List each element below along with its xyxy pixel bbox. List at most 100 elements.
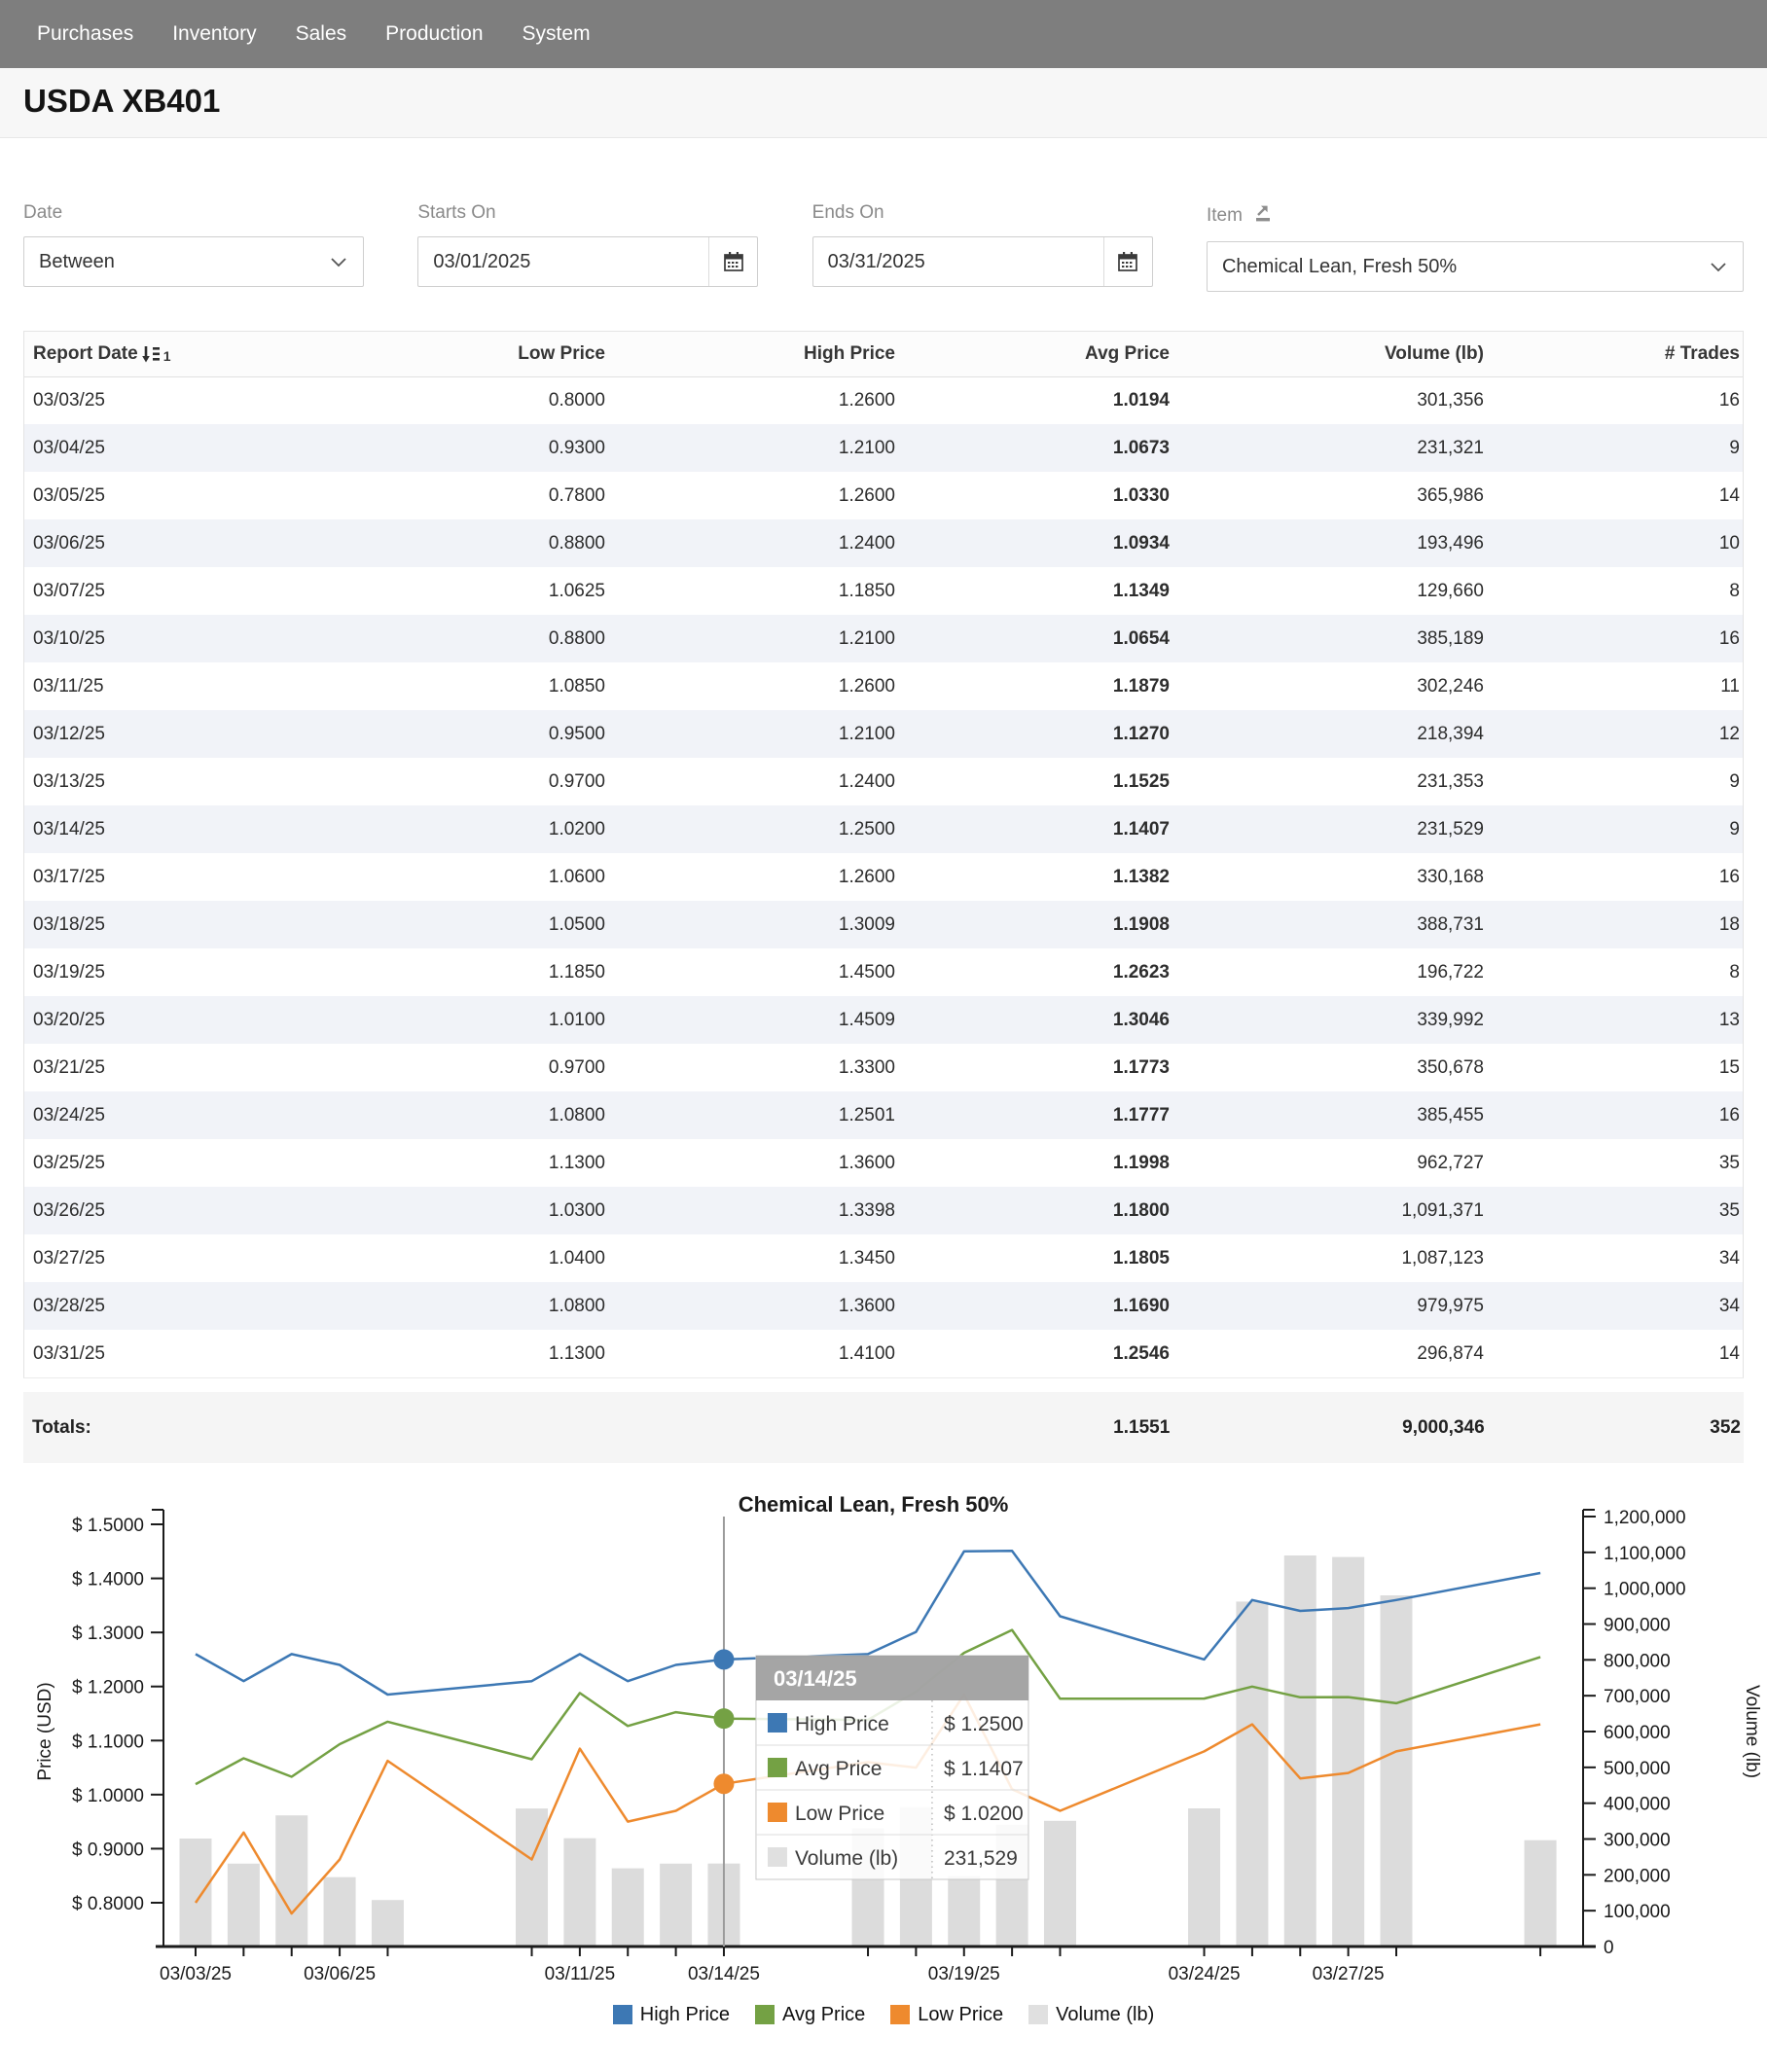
ends-on-calendar-button[interactable] [1102, 237, 1152, 286]
col-header-trades[interactable]: # Trades [1484, 332, 1743, 377]
cell: 9 [1729, 818, 1740, 840]
cell: 16 [1718, 866, 1740, 887]
nav-item-inventory[interactable]: Inventory [172, 22, 257, 45]
volume-bar [611, 1868, 644, 1947]
cell: 15 [1718, 1056, 1740, 1078]
cell: 1.3450 [838, 1247, 895, 1268]
right-tick-label: 1,100,000 [1604, 1544, 1686, 1564]
cell: 1.3398 [838, 1199, 895, 1221]
item-select-value: Chemical Lean, Fresh 50% [1221, 255, 1458, 277]
nav-item-production[interactable]: Production [385, 22, 484, 45]
cell: 1.0654 [1112, 627, 1170, 649]
cell: 218,394 [1417, 723, 1484, 744]
legend-item-low-price[interactable]: Low Price [890, 2004, 1003, 2026]
col-header-avg-price[interactable]: Avg Price [895, 332, 1170, 377]
cell: 1.1300 [548, 1152, 605, 1173]
nav-item-purchases[interactable]: Purchases [37, 22, 134, 45]
cell: 0.7800 [548, 484, 605, 506]
cell: 1.1382 [1112, 866, 1170, 887]
cell: 365,986 [1417, 484, 1484, 506]
starts-on-input[interactable]: 03/01/2025 [433, 250, 531, 272]
right-tick-label: 200,000 [1604, 1866, 1671, 1886]
legend-item-avg-price[interactable]: Avg Price [755, 2004, 865, 2026]
cell: 03/03/25 [33, 389, 105, 411]
cell: 14 [1718, 484, 1740, 506]
cell: 03/10/25 [33, 627, 105, 649]
cell: 1.1349 [1112, 580, 1170, 601]
cell: 03/04/25 [33, 437, 105, 458]
volume-bar [1188, 1808, 1221, 1947]
left-tick-label: $ 1.1000 [72, 1732, 144, 1752]
legend-item-high-price[interactable]: High Price [612, 2004, 730, 2026]
cell: 8 [1729, 580, 1740, 601]
cell: 1.3600 [838, 1295, 895, 1316]
col-header-low-price[interactable]: Low Price [316, 332, 605, 377]
ends-on-input[interactable]: 03/31/2025 [827, 250, 925, 272]
tooltip-label: High Price [795, 1713, 889, 1735]
table-row: 03/06/25 0.8800 1.2400 1.0934 193,496 10 [24, 519, 1743, 567]
cell: 231,353 [1417, 770, 1484, 792]
starts-on-calendar-button[interactable] [708, 237, 757, 286]
table-row: 03/10/25 0.8800 1.2100 1.0654 385,189 16 [24, 615, 1743, 662]
cell: 0.8800 [548, 532, 605, 554]
cell: 16 [1718, 1104, 1740, 1125]
chart-legend: High Price Avg Price Low Price Volume (lb) [0, 2001, 1767, 2028]
cell: 11 [1720, 675, 1740, 697]
left-tick-label: $ 1.3000 [72, 1624, 144, 1644]
cell: 1.4100 [838, 1342, 895, 1364]
cell: 1.0800 [548, 1104, 605, 1125]
filter-ends-on-label: Ends On [811, 202, 884, 223]
cell: 03/11/25 [33, 675, 104, 697]
right-tick-label: 600,000 [1604, 1723, 1671, 1743]
legend-item-volume-lb[interactable]: Volume (lb) [1028, 2004, 1154, 2026]
tooltip-date: 03/14/25 [774, 1666, 857, 1691]
volume-bar [179, 1839, 212, 1947]
cell: 1.0100 [548, 1009, 605, 1030]
table-header-row: Report Date 1 Low Price High Price Avg Price… [24, 332, 1743, 377]
right-axis: 1,200,000 1,100,000 1,000,000 900,000 800,00… [1583, 1508, 1762, 1958]
table-row: 03/14/25 1.0200 1.2500 1.1407 231,529 9 [24, 805, 1743, 853]
cell: 1.3600 [838, 1152, 895, 1173]
item-select[interactable]: Chemical Lean, Fresh 50% [1206, 241, 1744, 292]
calendar-icon [1118, 252, 1138, 271]
right-tick-label: 300,000 [1604, 1831, 1671, 1851]
table-row: 03/13/25 0.9700 1.2400 1.1525 231,353 9 [24, 758, 1743, 805]
cell: 03/17/25 [33, 866, 105, 887]
cell: 1.0625 [548, 580, 605, 601]
nav-item-system[interactable]: System [522, 22, 591, 45]
x-tick-label: 03/03/25 [160, 1964, 232, 1984]
table-body: 03/03/25 0.8000 1.2600 1.0194 301,356 16 03/04… [24, 376, 1743, 1377]
volume-bar [516, 1808, 549, 1947]
tooltip-value: $ 1.1407 [944, 1758, 1024, 1780]
cell: 35 [1718, 1152, 1740, 1173]
cell: 231,321 [1417, 437, 1484, 458]
col-header-volume-lb[interactable]: Volume (lb) [1170, 332, 1484, 377]
cell: 13 [1718, 1009, 1740, 1030]
cell: 03/21/25 [33, 1056, 105, 1078]
right-tick-label: 1,000,000 [1604, 1580, 1686, 1600]
nav-item-sales[interactable]: Sales [295, 22, 347, 45]
col-header-high-price[interactable]: High Price [605, 332, 895, 377]
page-header: USDA XB401 [0, 68, 1767, 138]
export-icon[interactable] [1252, 202, 1274, 229]
table-row: 03/28/25 1.0800 1.3600 1.1690 979,975 34 [24, 1282, 1743, 1330]
table-row: 03/26/25 1.0300 1.3398 1.1800 1,091,371 35 [24, 1187, 1743, 1234]
hover-dot-avg [713, 1708, 735, 1730]
date-mode-select[interactable]: Between [23, 236, 364, 287]
tooltip-label: Avg Price [795, 1758, 883, 1780]
table-row: 03/17/25 1.0600 1.2600 1.1382 330,168 16 [24, 853, 1743, 901]
volume-bar [275, 1815, 308, 1947]
cell: 1.2623 [1112, 961, 1170, 982]
starts-on-input-group: 03/01/2025 [417, 236, 759, 287]
cell: 03/26/25 [33, 1199, 105, 1221]
col-header-report-date[interactable]: Report Date 1 [24, 332, 316, 377]
cell: 14 [1718, 1342, 1740, 1364]
table-row: 03/27/25 1.0400 1.3450 1.1805 1,087,123 34 [24, 1234, 1743, 1282]
table-row: 03/04/25 0.9300 1.2100 1.0673 231,321 9 [24, 424, 1743, 472]
cell: 1.2600 [838, 866, 895, 887]
cell: 1.1850 [838, 580, 895, 601]
tooltip-value: $ 1.2500 [944, 1713, 1024, 1735]
cell: 34 [1718, 1295, 1740, 1316]
cell: 1.0400 [548, 1247, 605, 1268]
cell: 1.4509 [838, 1009, 895, 1030]
